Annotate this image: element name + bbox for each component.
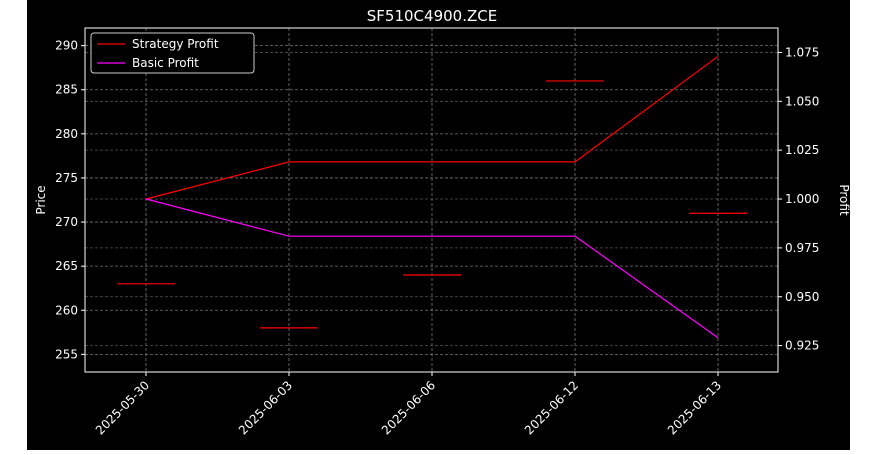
price-tick-label: 265 — [55, 259, 78, 273]
x-tick-label: 2025-06-06 — [379, 378, 438, 437]
price-marks — [117, 80, 747, 329]
price-tick-label: 270 — [55, 215, 78, 229]
price-axis-ticks: 255 260 265 270 275 280 285 290 — [55, 39, 85, 361]
price-tick-label: 290 — [55, 39, 78, 53]
profit-tick-label: 0.975 — [785, 241, 819, 255]
grid — [85, 28, 778, 372]
chart-svg: SF510C4900.ZCE 255260265270275280285290 … — [34, 7, 851, 437]
chart-figure: SF510C4900.ZCE 255 260 265 270 275 280 285 290 … — [27, 0, 851, 450]
x-axis-ticks: 2025-05-30 2025-06-03 2025-06-06 2025-06-12… — [93, 372, 724, 437]
profit-tick-label: 1.075 — [785, 45, 819, 59]
series-line-strategy-profit — [145, 55, 719, 200]
price-tick-label: 255 — [55, 347, 78, 361]
profit-tick-label: 1.000 — [785, 192, 819, 206]
plot-frame — [84, 27, 779, 373]
profit-tick-label: 0.950 — [785, 290, 819, 304]
legend-label: Basic Profit — [132, 56, 199, 70]
x-tick-label: 2025-06-12 — [522, 378, 581, 437]
price-tick-label: 280 — [55, 127, 78, 141]
price-axis-label: Price — [34, 185, 48, 214]
profit-tick-label: 1.025 — [785, 143, 819, 157]
profit-axis-ticks: 0.925 0.950 0.975 1.000 1.025 1.050 1.075 — [778, 45, 819, 353]
profit-tick-label: 0.925 — [785, 339, 819, 353]
price-tick-label: 275 — [55, 171, 78, 185]
price-tick-label: 260 — [55, 303, 78, 317]
legend-box — [90, 32, 255, 74]
series-lines — [145, 55, 719, 339]
x-tick-label: 2025-06-03 — [236, 378, 295, 437]
chart-title: SF510C4900.ZCE — [367, 7, 497, 25]
legend-label: Strategy Profit — [132, 37, 219, 51]
x-tick-label: 2025-05-30 — [93, 378, 152, 437]
legend: Strategy Profit Basic Profit — [90, 32, 255, 74]
series-line-basic-profit — [145, 198, 719, 339]
price-tick-label: 285 — [55, 83, 78, 97]
profit-axis-label: Profit — [837, 184, 850, 216]
x-tick-label: 2025-06-13 — [665, 378, 724, 437]
profit-tick-label: 1.050 — [785, 94, 819, 108]
